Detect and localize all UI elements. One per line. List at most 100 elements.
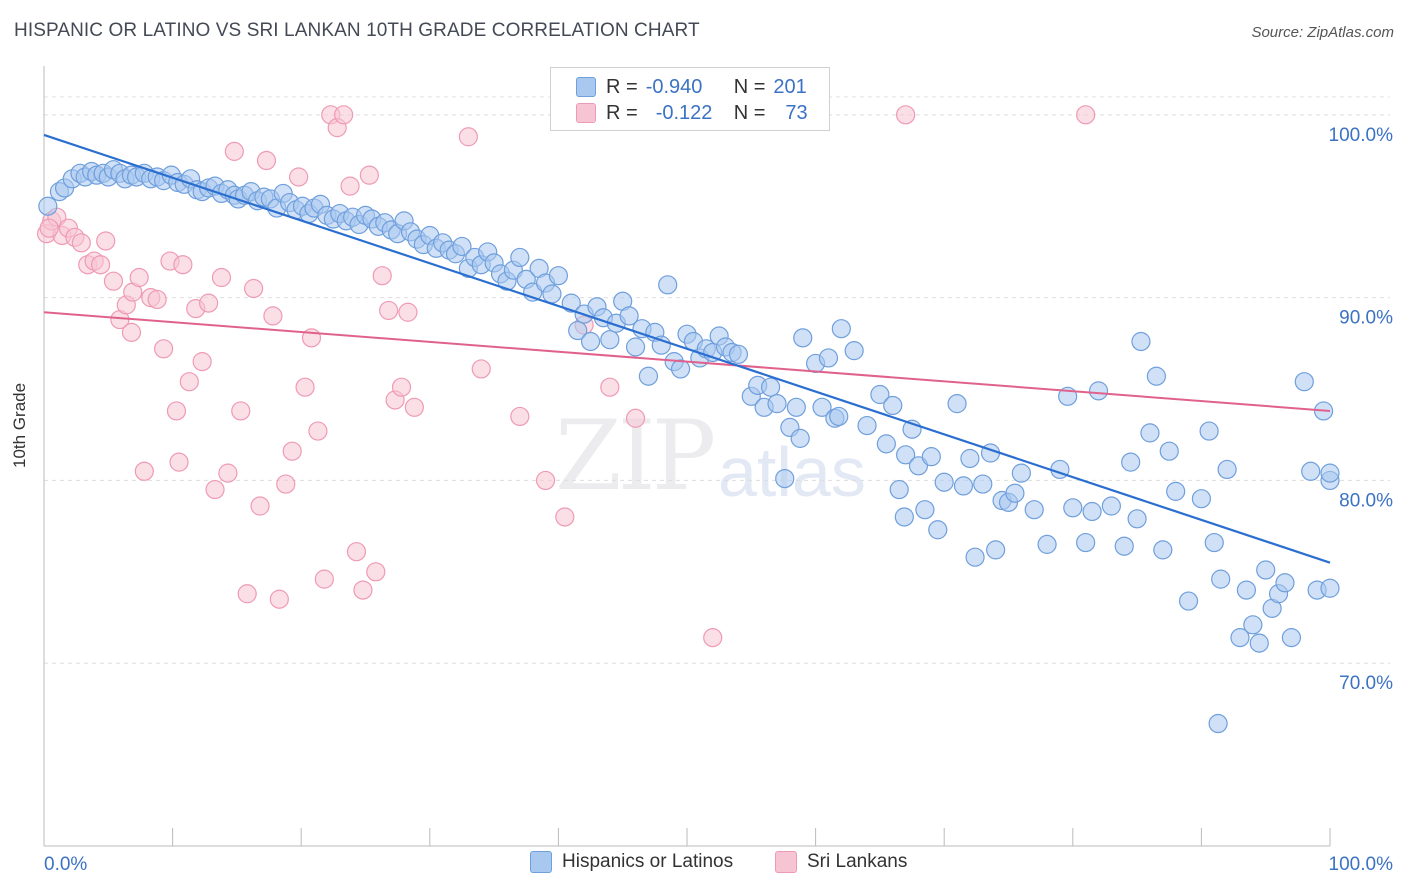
data-point-hispanic (1153, 540, 1173, 560)
legend-r-value: -0.940 (645, 75, 703, 98)
legend-n-value: 201 (773, 75, 807, 98)
data-point-sri-lankan (366, 562, 386, 582)
data-point-sri-lankan (289, 167, 309, 187)
data-point-hispanic (1076, 532, 1096, 553)
data-point-hispanic (1140, 423, 1160, 443)
data-point-sri-lankan (169, 452, 189, 472)
data-point-hispanic (1005, 483, 1025, 503)
y-tick-label: 80.0% (1339, 490, 1393, 511)
data-point-sri-lankan (205, 479, 225, 500)
data-point-hispanic (1088, 381, 1109, 401)
data-point-hispanic (844, 341, 864, 361)
data-point-sri-lankan (269, 589, 289, 609)
data-point-hispanic (452, 236, 472, 257)
data-point-sri-lankan (314, 569, 334, 589)
data-point-sri-lankan (237, 584, 257, 604)
data-point-sri-lankan (96, 231, 116, 251)
data-point-hispanic (1320, 578, 1340, 598)
data-point-sri-lankan (218, 463, 238, 483)
y-tick-label: 90.0% (1339, 308, 1393, 329)
data-point-hispanic (760, 377, 781, 397)
data-point-hispanic (1243, 615, 1263, 635)
data-point-hispanic (896, 445, 916, 465)
data-point-hispanic (1121, 452, 1141, 472)
gridlines (44, 96, 1390, 664)
data-point-hispanic (1114, 536, 1134, 556)
data-point-sri-lankan (263, 306, 283, 326)
data-point-hispanic (1275, 573, 1295, 593)
data-point-hispanic (1191, 489, 1212, 509)
x-tick-label-max: 100.0% (1329, 854, 1394, 875)
data-point-sri-lankan (71, 233, 91, 253)
bottom-legend-label: Hispanics or Latinos (562, 851, 734, 872)
data-point-hispanic (793, 328, 813, 348)
trend-lines (43, 133, 1331, 564)
data-point-sri-lankan (231, 401, 251, 421)
source-label: Source: ZipAtlas.com (1251, 24, 1394, 41)
trend-line-hispanics (43, 133, 1331, 564)
data-point-hispanic (1178, 591, 1199, 611)
data-point-hispanic (1063, 498, 1083, 518)
data-point-sri-lankan (295, 377, 315, 397)
data-point-hispanic (1301, 461, 1321, 481)
data-point-hispanic (1082, 501, 1102, 522)
data-point-hispanic (915, 500, 935, 520)
data-point-sri-lankan (458, 127, 478, 147)
data-point-hispanic (561, 293, 581, 313)
data-point-sri-lankan (359, 165, 379, 185)
legend-row-sri-lankans: R = -0.122 N = 73 (551, 99, 808, 127)
data-point-hispanic (542, 284, 562, 304)
data-point-sri-lankan (703, 628, 723, 648)
data-point-sri-lankan (129, 267, 149, 288)
data-point-hispanic (812, 397, 832, 417)
data-point-hispanic (960, 448, 980, 469)
data-point-hispanic (1011, 463, 1031, 483)
legend-r-label: R = (606, 101, 638, 124)
bottom-legend-hispanics: Hispanics or Latinos (530, 851, 733, 873)
data-point-hispanic (638, 366, 659, 386)
data-point-sri-lankan (398, 302, 418, 322)
data-point-hispanic (876, 434, 896, 454)
data-point-sri-lankan (471, 359, 491, 379)
data-point-hispanic (965, 547, 985, 567)
data-point-hispanic (775, 468, 795, 489)
data-point-hispanic (658, 275, 678, 295)
data-point-sri-lankan (134, 461, 154, 481)
data-point-sri-lankan (391, 377, 412, 397)
data-point-sri-lankan (224, 141, 244, 161)
data-point-hispanic (829, 406, 849, 427)
data-point-hispanic (928, 520, 948, 540)
data-point-hispanic (510, 247, 530, 268)
trend-line-sri-lankans (43, 311, 1331, 412)
data-point-hispanic (790, 428, 810, 448)
data-point-hispanic (600, 330, 620, 350)
data-point-hispanic (767, 394, 787, 414)
data-point-sri-lankan (379, 300, 399, 321)
data-point-hispanic (889, 479, 909, 500)
data-point-hispanic (1236, 580, 1257, 600)
data-point-sri-lankan (1076, 105, 1096, 125)
y-tick-label: 70.0% (1339, 673, 1393, 694)
data-point-sri-lankan (103, 271, 124, 291)
data-point-sri-lankan (192, 352, 212, 372)
data-point-hispanic (1101, 496, 1121, 516)
data-point-sri-lankan (896, 105, 916, 125)
data-point-sri-lankan (147, 289, 167, 310)
data-point-hispanic (870, 384, 890, 405)
legend-swatch-blue (576, 77, 596, 97)
data-point-hispanic (973, 474, 993, 494)
series-hispanics (38, 160, 1340, 734)
bottom-legend-sri-lankans: Sri Lankans (775, 851, 907, 873)
data-point-hispanic (1230, 628, 1250, 648)
data-point-sri-lankan (340, 176, 360, 196)
data-point-hispanic (1037, 534, 1057, 554)
data-point-sri-lankan (166, 401, 187, 421)
data-point-sri-lankan (353, 580, 373, 600)
data-point-hispanic (1217, 459, 1237, 480)
data-point-hispanic (1146, 366, 1166, 386)
data-point-sri-lankan (39, 218, 59, 238)
data-point-hispanic (1208, 713, 1228, 734)
data-point-hispanic (934, 472, 954, 492)
tick-labels: 70.0% 80.0% 90.0% 100.0% 0.0% 100.0% (44, 125, 1393, 875)
